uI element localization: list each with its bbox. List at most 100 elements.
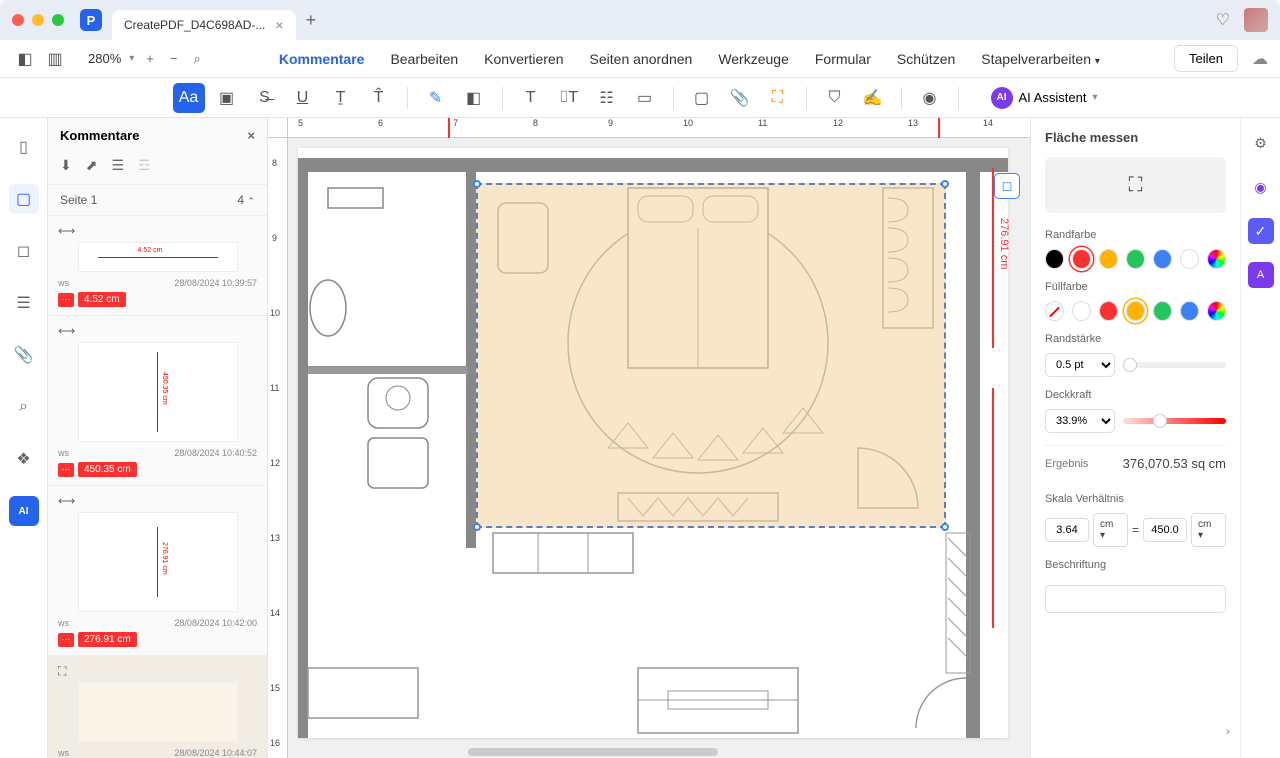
export-icon[interactable]: ⬈ — [86, 157, 98, 174]
zoom-out-icon[interactable]: − — [166, 51, 182, 66]
text-box-icon[interactable]: T — [515, 83, 547, 113]
import-icon[interactable]: ⬇ — [60, 157, 72, 174]
underline-icon[interactable]: U — [287, 83, 319, 113]
filter-icon[interactable]: ☲ — [138, 157, 151, 174]
color-swatch[interactable] — [1126, 249, 1145, 269]
comment-item[interactable]: ⟷ 4.52 cm ws28/08/2024 10:39:57 ⋯4.52 cm — [48, 216, 267, 316]
color-swatch[interactable] — [1099, 249, 1118, 269]
annotation-badge-icon[interactable]: ◻ — [994, 173, 1020, 199]
shape-icon[interactable]: ▢ — [686, 83, 718, 113]
tab-konvertieren[interactable]: Konvertieren — [484, 51, 563, 67]
document-tab[interactable]: CreatePDF_D4C698AD-... × — [112, 10, 296, 40]
thumbnails-icon[interactable]: ▯ — [9, 132, 39, 162]
zoom-dropdown-icon[interactable]: ▾ — [129, 53, 134, 64]
color-swatch[interactable] — [1099, 301, 1118, 321]
hide-comments-icon[interactable]: ◉ — [914, 83, 946, 113]
maximize-window[interactable] — [52, 14, 64, 26]
canvas-area[interactable]: 5 6 7 8 9 10 11 12 13 14 8 9 10 11 12 13… — [268, 118, 1030, 758]
strikethrough-icon[interactable]: S̶ — [249, 83, 281, 113]
color-swatch[interactable] — [1180, 249, 1199, 269]
no-fill-swatch[interactable] — [1045, 301, 1064, 321]
tab-werkzeuge[interactable]: Werkzeuge — [718, 51, 789, 67]
zoom-fit-icon[interactable]: ⌕ — [189, 51, 204, 67]
highlighter-icon[interactable]: ✎ — [420, 83, 452, 113]
tab-stapel[interactable]: Stapelverarbeiten ▾ — [981, 51, 1100, 67]
bookmarks-icon[interactable]: ◻ — [9, 236, 39, 266]
tab-bearbeiten[interactable]: Bearbeiten — [390, 51, 458, 67]
tab-schuetzen[interactable]: Schützen — [897, 51, 955, 67]
signature-icon[interactable]: ✍ — [857, 83, 889, 113]
color-swatch[interactable] — [1072, 301, 1091, 321]
panel-toggle-2-icon[interactable]: ▥ — [42, 46, 68, 72]
ai-rail-icon[interactable]: AI — [9, 496, 39, 526]
insert-text-icon[interactable]: Ṯ — [325, 83, 357, 113]
pdf-page[interactable]: 276.91 cm — [298, 148, 1008, 738]
translate-icon[interactable]: A — [1248, 262, 1274, 288]
scale-from-unit[interactable]: cm ▾ — [1093, 513, 1128, 547]
callout-icon[interactable]: ⌷T — [553, 83, 585, 113]
comment-item[interactable]: ⛶ ws28/08/2024 10:44:07 ⋯376,070.53 sq c… — [48, 656, 267, 758]
zoom-value[interactable]: 280% — [88, 51, 121, 66]
search-icon[interactable]: ⌕ — [9, 392, 39, 422]
scale-from-input[interactable] — [1045, 518, 1089, 542]
tab-kommentare[interactable]: Kommentare — [279, 51, 365, 67]
page-section-header[interactable]: Seite 1 4 ⌃ — [48, 184, 267, 216]
comments-rail-icon[interactable]: ▢ — [9, 184, 39, 214]
comment-item[interactable]: ⟷ 276.91 cm ws28/08/2024 10:42:00 ⋯276.9… — [48, 486, 267, 656]
minimize-window[interactable] — [32, 14, 44, 26]
close-tab-icon[interactable]: × — [275, 17, 283, 33]
text-tool-icon[interactable]: Aa — [173, 83, 205, 113]
color-swatch[interactable] — [1045, 249, 1064, 269]
opacity-select[interactable]: 33.9% — [1045, 409, 1115, 433]
attachment-icon[interactable]: 📎 — [724, 83, 756, 113]
scale-to-input[interactable] — [1143, 518, 1187, 542]
horizontal-scrollbar[interactable] — [468, 748, 718, 756]
check-icon[interactable]: ✓ — [1248, 218, 1274, 244]
resize-handle[interactable] — [473, 523, 481, 531]
comment-icon[interactable]: ▭ — [629, 83, 661, 113]
scale-to-unit[interactable]: cm ▾ — [1191, 513, 1226, 547]
share-button[interactable]: Teilen — [1174, 45, 1238, 72]
zoom-in-icon[interactable]: + — [142, 51, 158, 66]
layers-icon[interactable]: ❖ — [9, 444, 39, 474]
area-measurement-overlay[interactable] — [476, 183, 946, 528]
resize-handle[interactable] — [941, 180, 949, 188]
color-swatch[interactable] — [1153, 249, 1172, 269]
color-swatch[interactable] — [1072, 249, 1091, 269]
measure-tool-icon[interactable]: ⛶ — [762, 83, 794, 113]
close-panel-icon[interactable]: × — [247, 128, 255, 143]
color-swatch[interactable] — [1126, 301, 1145, 321]
resize-handle[interactable] — [473, 180, 481, 188]
attachments-rail-icon[interactable]: 📎 — [9, 340, 39, 370]
opacity-slider[interactable] — [1123, 418, 1226, 424]
panel-toggle-icon[interactable]: ◧ — [12, 46, 38, 72]
expand-panel-icon[interactable]: › — [1226, 724, 1230, 738]
comment-item[interactable]: ⟷ 450.35 cm ws28/08/2024 10:40:52 ⋯450.3… — [48, 316, 267, 486]
border-width-select[interactable]: 0.5 pt — [1045, 353, 1115, 377]
color-swatch[interactable] — [1180, 301, 1199, 321]
resize-handle[interactable] — [941, 523, 949, 531]
ai-chat-icon[interactable]: ◉ — [1248, 174, 1274, 200]
add-tab-button[interactable]: + — [306, 10, 317, 31]
color-picker-icon[interactable] — [1207, 249, 1226, 269]
caption-label: Beschriftung — [1045, 559, 1226, 571]
caption-input[interactable] — [1045, 585, 1226, 613]
notifications-icon[interactable]: ♡ — [1216, 10, 1230, 30]
user-avatar[interactable] — [1244, 8, 1268, 32]
tab-formular[interactable]: Formular — [815, 51, 871, 67]
color-picker-icon[interactable] — [1207, 301, 1226, 321]
ai-assistant-button[interactable]: AI AI Assistent ▾ — [981, 83, 1108, 113]
border-width-slider[interactable] — [1123, 362, 1226, 368]
fields-icon[interactable]: ☰ — [9, 288, 39, 318]
close-window[interactable] — [12, 14, 24, 26]
replace-text-icon[interactable]: T̂ — [363, 83, 395, 113]
sort-icon[interactable]: ☰ — [111, 157, 124, 174]
tab-seiten[interactable]: Seiten anordnen — [590, 51, 693, 67]
note-icon[interactable]: ☷ — [591, 83, 623, 113]
highlight-area-icon[interactable]: ▣ — [211, 83, 243, 113]
eraser-icon[interactable]: ◧ — [458, 83, 490, 113]
settings-icon[interactable]: ⚙ — [1248, 130, 1274, 156]
color-swatch[interactable] — [1153, 301, 1172, 321]
cloud-upload-icon[interactable]: ☁ — [1252, 49, 1268, 69]
stamp-icon[interactable]: ⛉ — [819, 83, 851, 113]
